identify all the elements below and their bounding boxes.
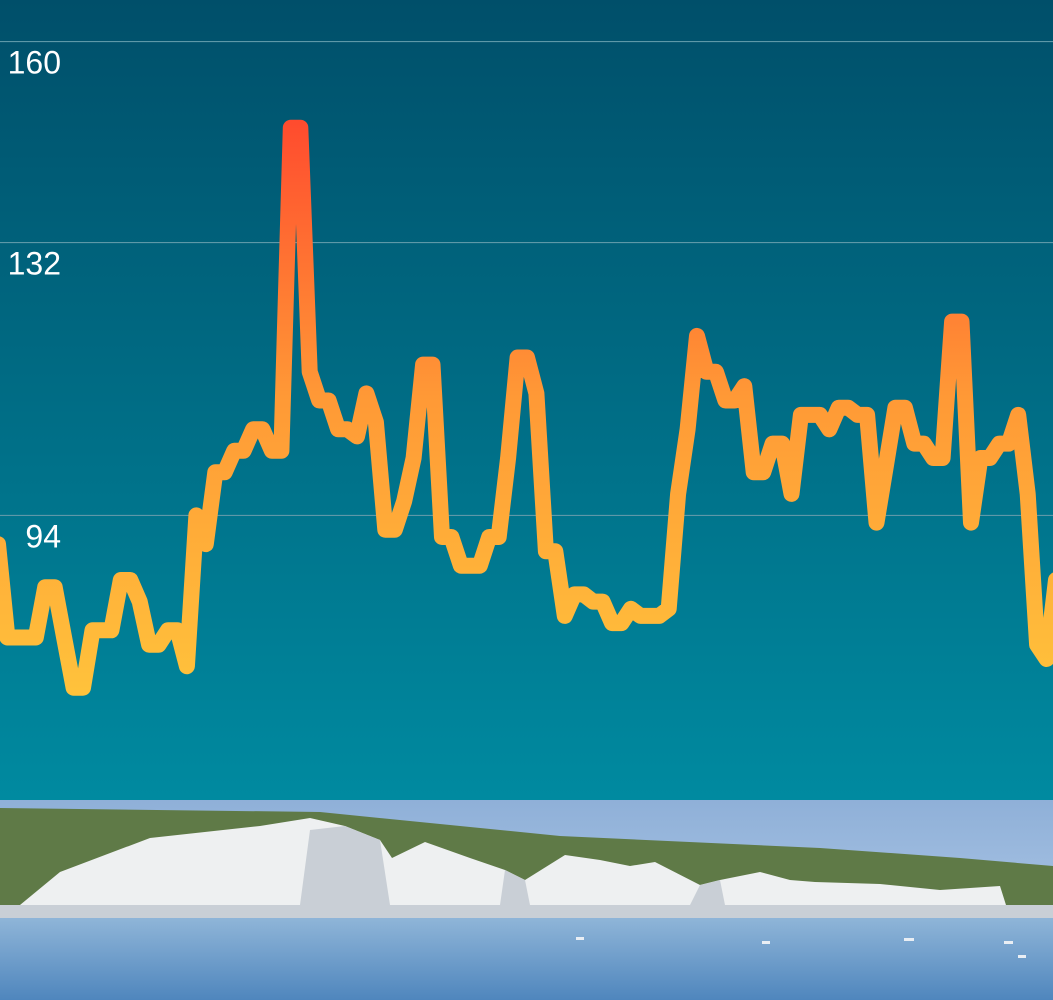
- chart-background: [0, 0, 1053, 800]
- y-tick-label-160: 160: [8, 45, 61, 81]
- y-axis-ticks: 160 132 94: [8, 45, 61, 555]
- y-tick-label-94: 94: [25, 518, 61, 554]
- series-line: [0, 119, 1053, 696]
- cliffs-photo: [0, 800, 1053, 1000]
- y-tick-label-132: 132: [8, 246, 61, 282]
